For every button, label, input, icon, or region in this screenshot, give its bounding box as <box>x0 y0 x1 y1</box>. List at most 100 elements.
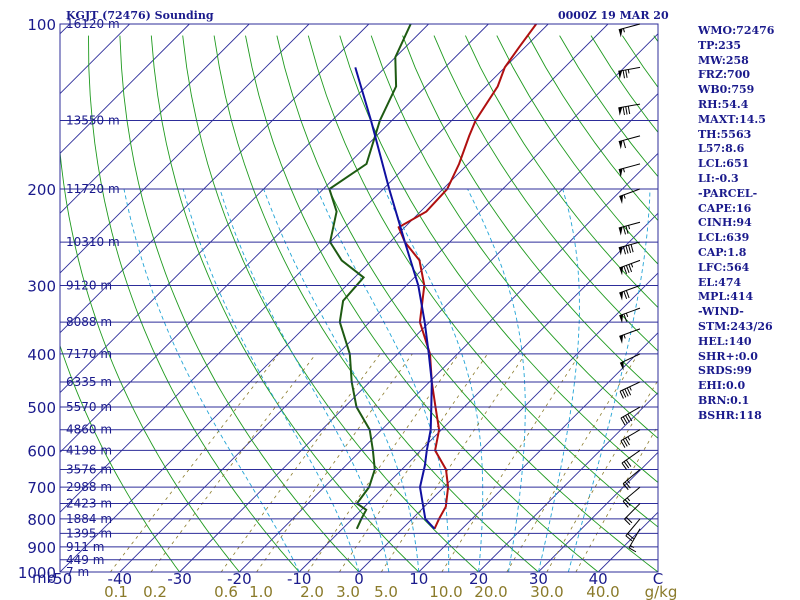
mixing-ratio-tick-label: 0.6 <box>214 583 238 600</box>
wind-barb <box>618 221 641 236</box>
wind-barb <box>622 469 641 491</box>
stat-item: BSHR:118 <box>698 408 762 422</box>
stat-item: SRDS:99 <box>698 364 752 378</box>
mixing-ratio-unit-label: g/kg <box>645 583 678 600</box>
dry-adiabat <box>60 344 181 572</box>
plot-area <box>60 24 658 572</box>
wind-barb <box>619 259 641 276</box>
temperature-tick-label: -30 <box>167 570 192 588</box>
plot-frame <box>59 23 659 573</box>
temperature-tick-label: 10 <box>409 570 428 588</box>
pressure-tick-label: 900 <box>27 539 56 557</box>
mixing-ratio-tick-label: 0.1 <box>104 583 128 600</box>
wind-barb <box>618 23 641 38</box>
temperature-tick-label: 0 <box>354 570 364 588</box>
height-label: 7170 m <box>66 347 112 361</box>
stat-item: MPL:414 <box>698 290 754 304</box>
isotherm <box>358 272 658 572</box>
pressure-tick-label: 400 <box>27 346 56 364</box>
stat-item: -WIND- <box>698 305 744 319</box>
dry-adiabat <box>339 35 658 484</box>
temperature-tick-label: 30 <box>529 570 548 588</box>
isotherm <box>60 24 489 454</box>
stat-item: FRZ:700 <box>698 68 751 82</box>
height-label: 10310 m <box>66 235 120 249</box>
dry-adiabat <box>590 35 658 133</box>
moist-adiabat <box>537 188 580 572</box>
stat-item: LFC:564 <box>698 260 750 274</box>
isotherm <box>60 24 310 274</box>
chart-title: KGJT (72476) Sounding <box>66 9 214 22</box>
height-label: 1884 m <box>66 512 112 526</box>
temperature-tick-label: 20 <box>469 570 488 588</box>
stat-item: LCL:639 <box>698 231 750 245</box>
dry-adiabat <box>370 35 658 439</box>
stat-item: BRN:0.1 <box>698 394 750 407</box>
pressure-tick-label: 800 <box>27 511 56 529</box>
dry-adiabat <box>496 35 658 265</box>
stat-item: WB0:759 <box>698 83 755 97</box>
dry-adiabat <box>276 35 658 572</box>
dry-adiabat <box>182 35 480 572</box>
stat-item: CAPE:16 <box>698 201 752 215</box>
temperature-tick-label: -20 <box>227 570 252 588</box>
wind-barb <box>619 284 641 301</box>
mixing-ratio-tick-label: 30.0 <box>530 583 563 600</box>
mixing-ratio-line <box>575 424 658 572</box>
isotherm <box>60 24 549 513</box>
mixing-ratio-tick-label: 40.0 <box>586 583 619 600</box>
wind-barb <box>618 163 641 178</box>
temperature-line <box>397 24 538 530</box>
stat-item: CINH:94 <box>698 216 752 230</box>
stat-item: CAP:1.8 <box>698 246 747 259</box>
height-label: 6335 m <box>66 375 112 389</box>
moist-adiabat <box>567 188 651 572</box>
dry-adiabat <box>119 35 360 572</box>
y-axis-label: mb <box>32 569 56 587</box>
isotherm <box>538 451 658 572</box>
temperature-tick-label: -50 <box>48 570 73 588</box>
dry-adiabat <box>88 35 300 572</box>
isotherm <box>60 24 370 334</box>
moist-adiabat <box>263 188 420 572</box>
mixing-ratio-tick-label: 3.0 <box>336 583 360 600</box>
dry-adiabat <box>60 147 241 572</box>
wind-barb <box>620 429 641 448</box>
temperature-tick-label: 40 <box>589 570 608 588</box>
height-label: 2988 m <box>66 480 112 494</box>
wind-barb <box>619 188 641 205</box>
pressure-tick-label: 100 <box>27 16 56 34</box>
height-label: 13550 m <box>66 113 120 127</box>
isotherm <box>60 24 250 214</box>
height-label: 8088 m <box>66 315 112 329</box>
stat-item: L57:8.6 <box>698 142 745 156</box>
height-label: 4198 m <box>66 443 112 457</box>
isotherm <box>418 332 658 572</box>
wind-barb <box>618 103 641 116</box>
wind-barb <box>624 503 641 526</box>
dry-adiabat <box>213 35 540 572</box>
stat-item: EHI:0.0 <box>698 379 746 393</box>
height-label: 4860 m <box>66 423 112 437</box>
chart-valid-time: 0000Z 19 MAR 20 <box>558 9 669 22</box>
pressure-tick-label: 300 <box>27 277 56 295</box>
height-label: 16120 m <box>66 17 120 31</box>
mixing-ratio-line <box>150 353 317 572</box>
height-label: 9120 m <box>66 278 112 292</box>
stat-item: MW:258 <box>698 53 749 67</box>
stat-item: LCL:651 <box>698 157 750 171</box>
isotherm <box>239 152 658 572</box>
height-label: 911 m <box>66 540 104 554</box>
wind-barb <box>618 241 641 256</box>
stat-item: TP:235 <box>698 38 742 52</box>
stat-item: EL:474 <box>698 275 742 289</box>
isotherm <box>478 391 658 572</box>
stat-item: HEL:140 <box>698 334 752 348</box>
mixing-ratio-tick-label: 10.0 <box>429 583 462 600</box>
wind-barb <box>628 528 641 553</box>
height-label: 1395 m <box>66 526 112 540</box>
dry-adiabat <box>433 35 658 352</box>
mixing-ratio-tick-label: 20.0 <box>474 583 507 600</box>
